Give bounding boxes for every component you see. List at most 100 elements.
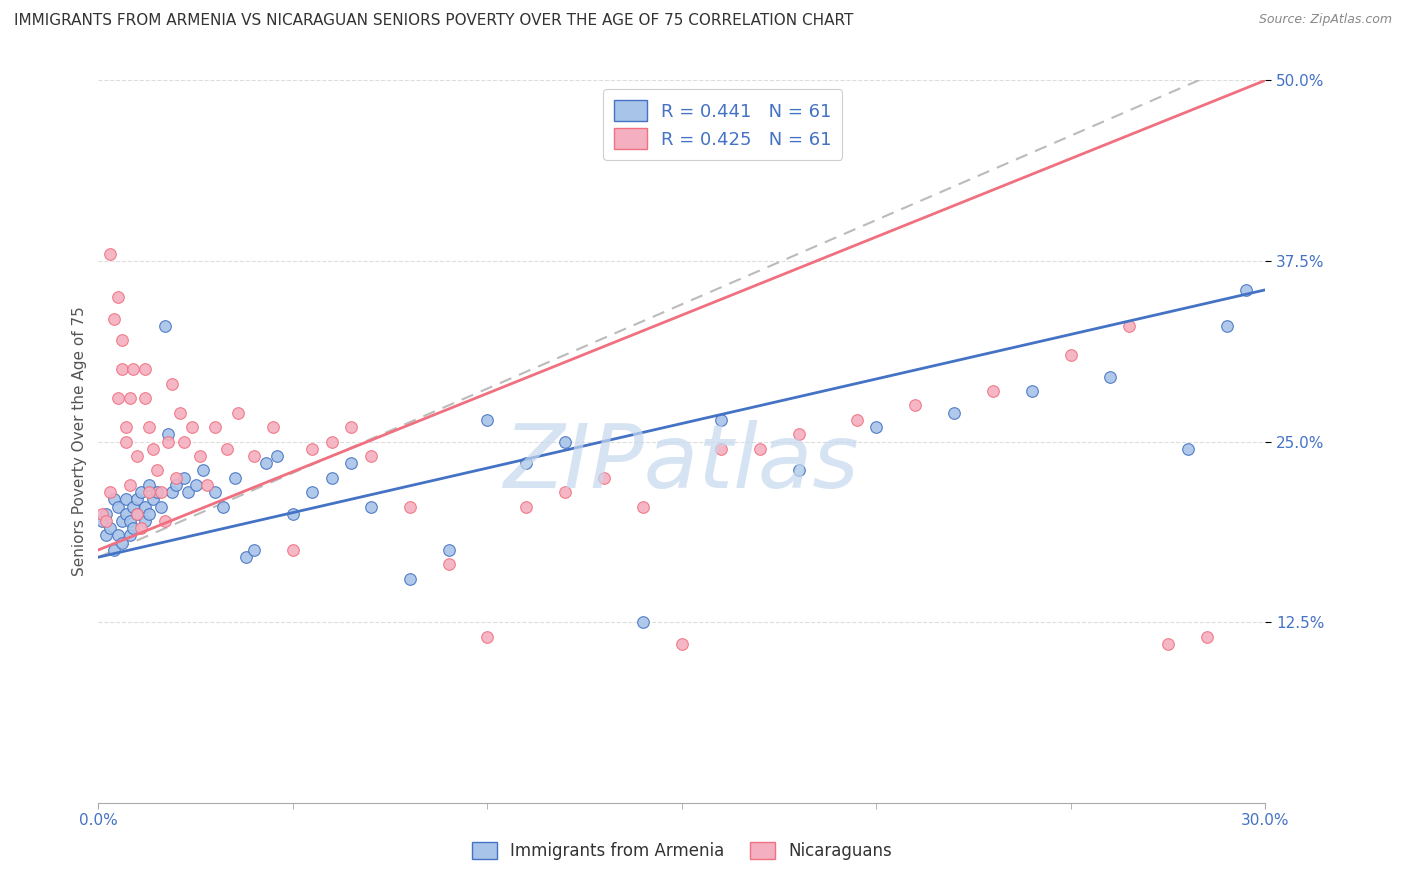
Point bbox=[118, 528, 141, 542]
Point bbox=[103, 542, 125, 557]
Point bbox=[340, 456, 363, 470]
Point bbox=[111, 514, 134, 528]
Point bbox=[1021, 384, 1043, 398]
Point bbox=[118, 514, 141, 528]
Point bbox=[122, 500, 145, 514]
Point bbox=[138, 420, 160, 434]
Point bbox=[122, 362, 145, 376]
Point bbox=[787, 463, 810, 477]
Point bbox=[748, 442, 770, 456]
Point bbox=[138, 507, 160, 521]
Point bbox=[243, 542, 266, 557]
Point bbox=[215, 442, 238, 456]
Point bbox=[142, 442, 165, 456]
Point bbox=[710, 413, 733, 427]
Point bbox=[122, 521, 145, 535]
Point bbox=[1215, 318, 1237, 333]
Point bbox=[184, 478, 207, 492]
Point bbox=[134, 514, 156, 528]
Point bbox=[96, 514, 118, 528]
Point bbox=[360, 500, 382, 514]
Point bbox=[787, 427, 810, 442]
Point bbox=[188, 449, 211, 463]
Point bbox=[107, 391, 129, 405]
Point bbox=[129, 485, 152, 500]
Text: Source: ZipAtlas.com: Source: ZipAtlas.com bbox=[1258, 13, 1392, 27]
Point bbox=[91, 514, 114, 528]
Point bbox=[103, 311, 125, 326]
Point bbox=[671, 637, 693, 651]
Point bbox=[114, 434, 136, 449]
Point bbox=[157, 434, 180, 449]
Point bbox=[243, 449, 266, 463]
Point bbox=[138, 485, 160, 500]
Point bbox=[554, 434, 576, 449]
Point bbox=[254, 456, 277, 470]
Point bbox=[515, 500, 537, 514]
Point bbox=[1157, 637, 1180, 651]
Point bbox=[114, 492, 136, 507]
Point bbox=[162, 376, 184, 391]
Point bbox=[1098, 369, 1121, 384]
Point bbox=[943, 406, 966, 420]
Point bbox=[134, 362, 156, 376]
Point bbox=[118, 478, 141, 492]
Point bbox=[134, 500, 156, 514]
Point bbox=[165, 470, 187, 484]
Point bbox=[1195, 630, 1218, 644]
Point bbox=[98, 485, 121, 500]
Point bbox=[157, 427, 180, 442]
Point bbox=[165, 478, 187, 492]
Point bbox=[554, 485, 576, 500]
Point bbox=[321, 434, 343, 449]
Point bbox=[593, 470, 616, 484]
Point bbox=[204, 485, 226, 500]
Legend: Immigrants from Armenia, Nicaraguans: Immigrants from Armenia, Nicaraguans bbox=[465, 835, 898, 867]
Point bbox=[865, 420, 887, 434]
Point bbox=[146, 463, 169, 477]
Point bbox=[129, 521, 152, 535]
Point bbox=[515, 456, 537, 470]
Point bbox=[281, 507, 304, 521]
Point bbox=[103, 492, 125, 507]
Point bbox=[1118, 318, 1140, 333]
Text: IMMIGRANTS FROM ARMENIA VS NICARAGUAN SENIORS POVERTY OVER THE AGE OF 75 CORRELA: IMMIGRANTS FROM ARMENIA VS NICARAGUAN SE… bbox=[14, 13, 853, 29]
Point bbox=[477, 413, 499, 427]
Point bbox=[138, 478, 160, 492]
Point bbox=[710, 442, 733, 456]
Text: ZIPatlas: ZIPatlas bbox=[505, 420, 859, 507]
Point bbox=[195, 478, 218, 492]
Point bbox=[235, 550, 257, 565]
Point bbox=[398, 572, 420, 586]
Point bbox=[180, 420, 202, 434]
Point bbox=[173, 434, 195, 449]
Point bbox=[114, 507, 136, 521]
Point bbox=[153, 318, 176, 333]
Point bbox=[360, 449, 382, 463]
Point bbox=[437, 558, 460, 572]
Point bbox=[98, 521, 121, 535]
Point bbox=[127, 449, 149, 463]
Point bbox=[146, 485, 169, 500]
Point bbox=[301, 442, 323, 456]
Point bbox=[1177, 442, 1199, 456]
Point bbox=[118, 391, 141, 405]
Point bbox=[149, 500, 172, 514]
Point bbox=[193, 463, 215, 477]
Point bbox=[149, 485, 172, 500]
Point bbox=[266, 449, 288, 463]
Point bbox=[846, 413, 869, 427]
Point bbox=[173, 470, 195, 484]
Point bbox=[631, 615, 654, 630]
Point bbox=[114, 420, 136, 434]
Point bbox=[340, 420, 363, 434]
Point bbox=[107, 528, 129, 542]
Point bbox=[281, 542, 304, 557]
Point bbox=[301, 485, 323, 500]
Point bbox=[107, 290, 129, 304]
Point bbox=[1234, 283, 1257, 297]
Point bbox=[111, 334, 134, 348]
Point bbox=[212, 500, 235, 514]
Point bbox=[437, 542, 460, 557]
Point bbox=[96, 528, 118, 542]
